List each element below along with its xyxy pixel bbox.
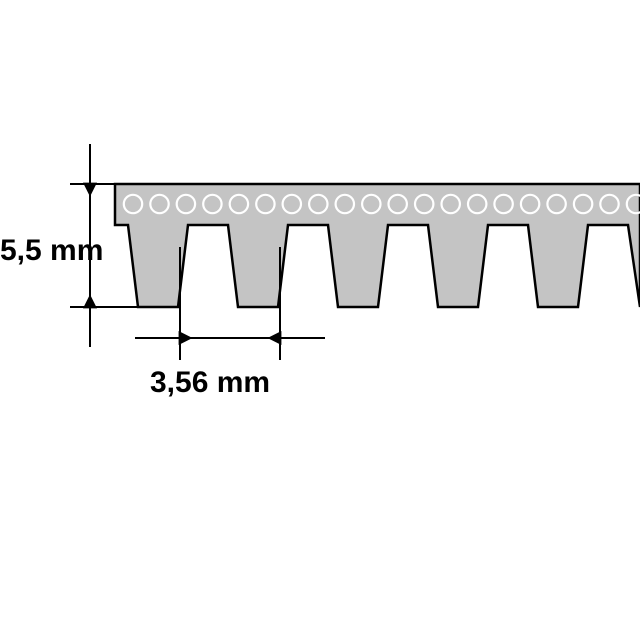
belt-diagram: 5,5 mm 3,56 mm — [0, 0, 640, 640]
dim-pitch-label: 3,56 mm — [150, 366, 270, 399]
belt-profile — [115, 184, 640, 307]
dim-height-label: 5,5 mm — [0, 234, 103, 267]
